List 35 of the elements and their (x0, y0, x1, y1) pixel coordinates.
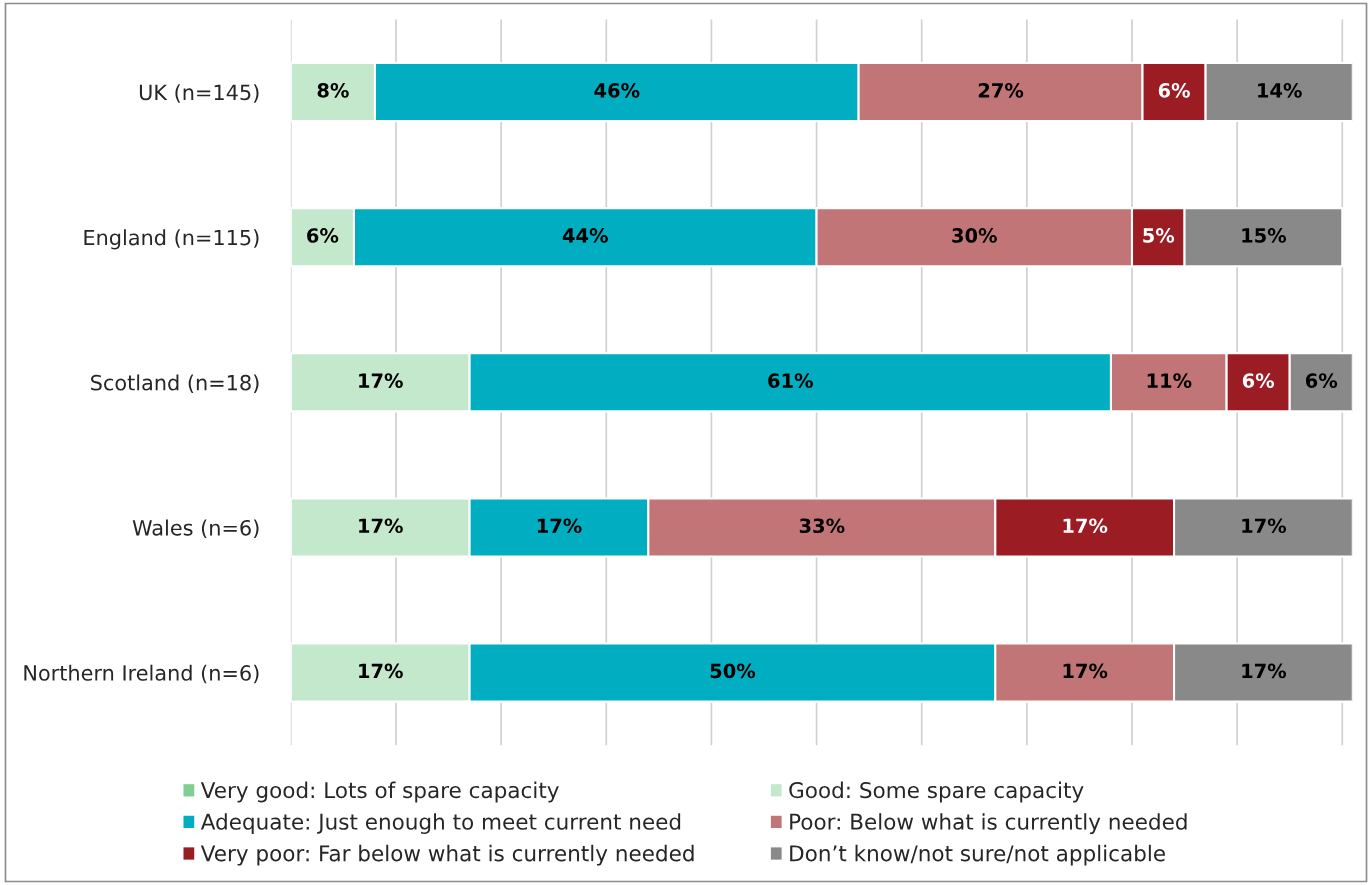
data-label: 44% (562, 228, 608, 243)
data-label: 17% (359, 663, 403, 679)
legend-label: Poor: Below what is currently needed (790, 813, 1187, 835)
data-label: 6% (307, 228, 339, 243)
y-tick-label: Wales (n=6) (132, 519, 259, 539)
y-tick-label: Northern Ireland (n=6) (24, 664, 259, 684)
y-tick-label: England (n=115) (84, 229, 259, 250)
data-label: 30% (952, 228, 997, 243)
legend-label: Very good: Lots of spare capacity (200, 781, 559, 803)
data-label: 17% (1063, 518, 1108, 534)
data-label: 61% (768, 373, 813, 388)
data-label: 6% (1158, 82, 1190, 98)
legend-label: Don’t know/not sure/not applicable (790, 844, 1165, 866)
data-label: 17% (359, 518, 403, 534)
data-label: 46% (594, 82, 640, 98)
legend-label: Adequate: Just enough to meet current need (200, 813, 681, 835)
data-label: 11% (1147, 373, 1192, 388)
data-label: 17% (1242, 518, 1287, 534)
data-label: 17% (1063, 663, 1108, 679)
data-label: 17% (537, 518, 582, 534)
y-tick-label: UK (n=145) (139, 84, 259, 103)
data-label: 50% (710, 663, 756, 679)
data-label: 14% (1258, 82, 1302, 98)
data-label: 6% (1305, 373, 1338, 388)
data-label: 8% (317, 82, 349, 98)
data-label: 27% (978, 82, 1024, 98)
y-tick-label: Scotland (n=18) (91, 374, 259, 393)
legend-label: Good: Some spare capacity (789, 781, 1084, 803)
data-label: 6% (1242, 373, 1275, 388)
data-label: 15% (1242, 228, 1287, 243)
data-label: 17% (1242, 663, 1287, 679)
data-label: 17% (359, 373, 403, 388)
data-label: 33% (799, 518, 845, 534)
legend-label: Very poor: Far below what is currently needed (200, 844, 694, 866)
data-label: 5% (1143, 228, 1175, 243)
